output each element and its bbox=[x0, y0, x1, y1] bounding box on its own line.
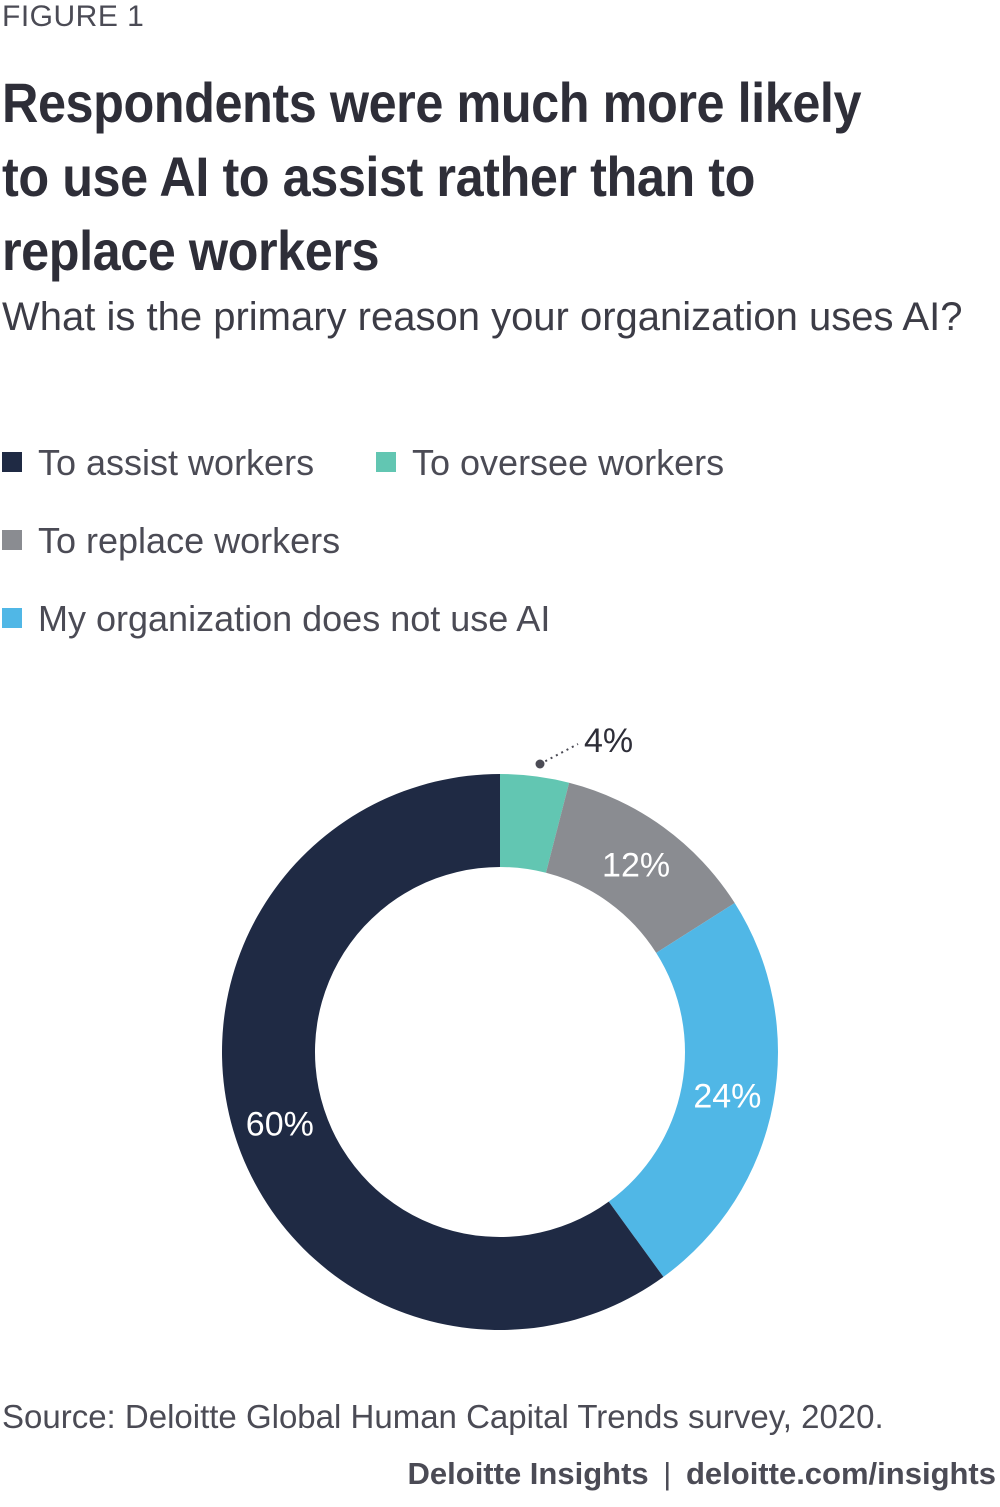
legend-label-assist: To assist workers bbox=[38, 442, 315, 483]
footer-url: deloitte.com/insights bbox=[685, 1456, 996, 1491]
footer-brand: Deloitte Insights bbox=[407, 1456, 649, 1491]
legend-swatch-replace bbox=[2, 530, 22, 551]
legend-item-replace: To replace workers bbox=[2, 520, 340, 562]
donut-slice-1 bbox=[500, 774, 570, 873]
donut-slice-4 bbox=[221, 774, 664, 1330]
legend-swatch-oversee bbox=[376, 452, 396, 473]
legend-item-assist: To assist workers bbox=[2, 442, 314, 484]
source-note: Source: Deloitte Global Human Capital Tr… bbox=[2, 1398, 884, 1435]
donut-label-2: 12% bbox=[602, 847, 670, 885]
legend-item-no-ai: My organization does not use AI bbox=[2, 598, 550, 640]
donut-slice-3 bbox=[608, 903, 778, 1277]
legend-label-oversee: To oversee workers bbox=[412, 442, 725, 483]
donut-label-1: 4% bbox=[584, 722, 633, 760]
chart-title: Respondents were much more likely to use… bbox=[2, 71, 862, 282]
chart-subtitle: What is the primary reason your organiza… bbox=[2, 295, 963, 339]
legend-label-no-ai: My organization does not use AI bbox=[38, 598, 551, 639]
donut-label-3: 24% bbox=[693, 1077, 761, 1115]
leader-line bbox=[539, 743, 579, 765]
donut-slice-2 bbox=[546, 782, 735, 953]
donut-chart: 4% 12% 24% 60% bbox=[221, 722, 778, 1330]
footer: Deloitte Insights | deloitte.com/insight… bbox=[408, 1456, 996, 1492]
legend-swatch-assist bbox=[2, 452, 22, 473]
figure-label: FIGURE 1 bbox=[2, 0, 145, 33]
donut-label-4: 60% bbox=[246, 1106, 314, 1144]
legend-swatch-no-ai bbox=[2, 608, 22, 629]
legend-label-replace: To replace workers bbox=[38, 520, 341, 561]
footer-separator: | bbox=[663, 1456, 672, 1491]
legend-item-oversee: To oversee workers bbox=[376, 442, 724, 484]
